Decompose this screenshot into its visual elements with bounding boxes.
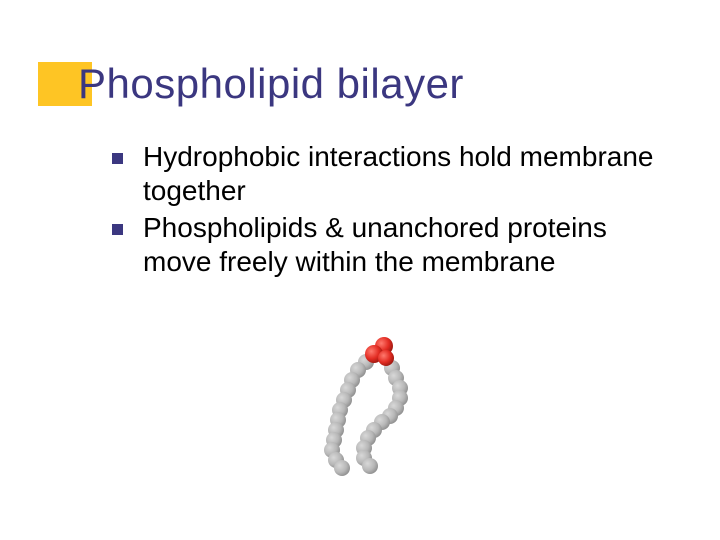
phospholipid-figure xyxy=(300,330,440,490)
bullet-text: Hydrophobic interactions hold membrane t… xyxy=(143,140,672,207)
bullet-list: Hydrophobic interactions hold membrane t… xyxy=(112,140,672,282)
bullet-marker-icon xyxy=(112,153,123,164)
bullet-item: Phospholipids & unanchored proteins move… xyxy=(112,211,672,278)
bullet-marker-icon xyxy=(112,224,123,235)
bullet-text: Phospholipids & unanchored proteins move… xyxy=(143,211,672,278)
slide-title: Phospholipid bilayer xyxy=(78,60,464,108)
bullet-item: Hydrophobic interactions hold membrane t… xyxy=(112,140,672,207)
